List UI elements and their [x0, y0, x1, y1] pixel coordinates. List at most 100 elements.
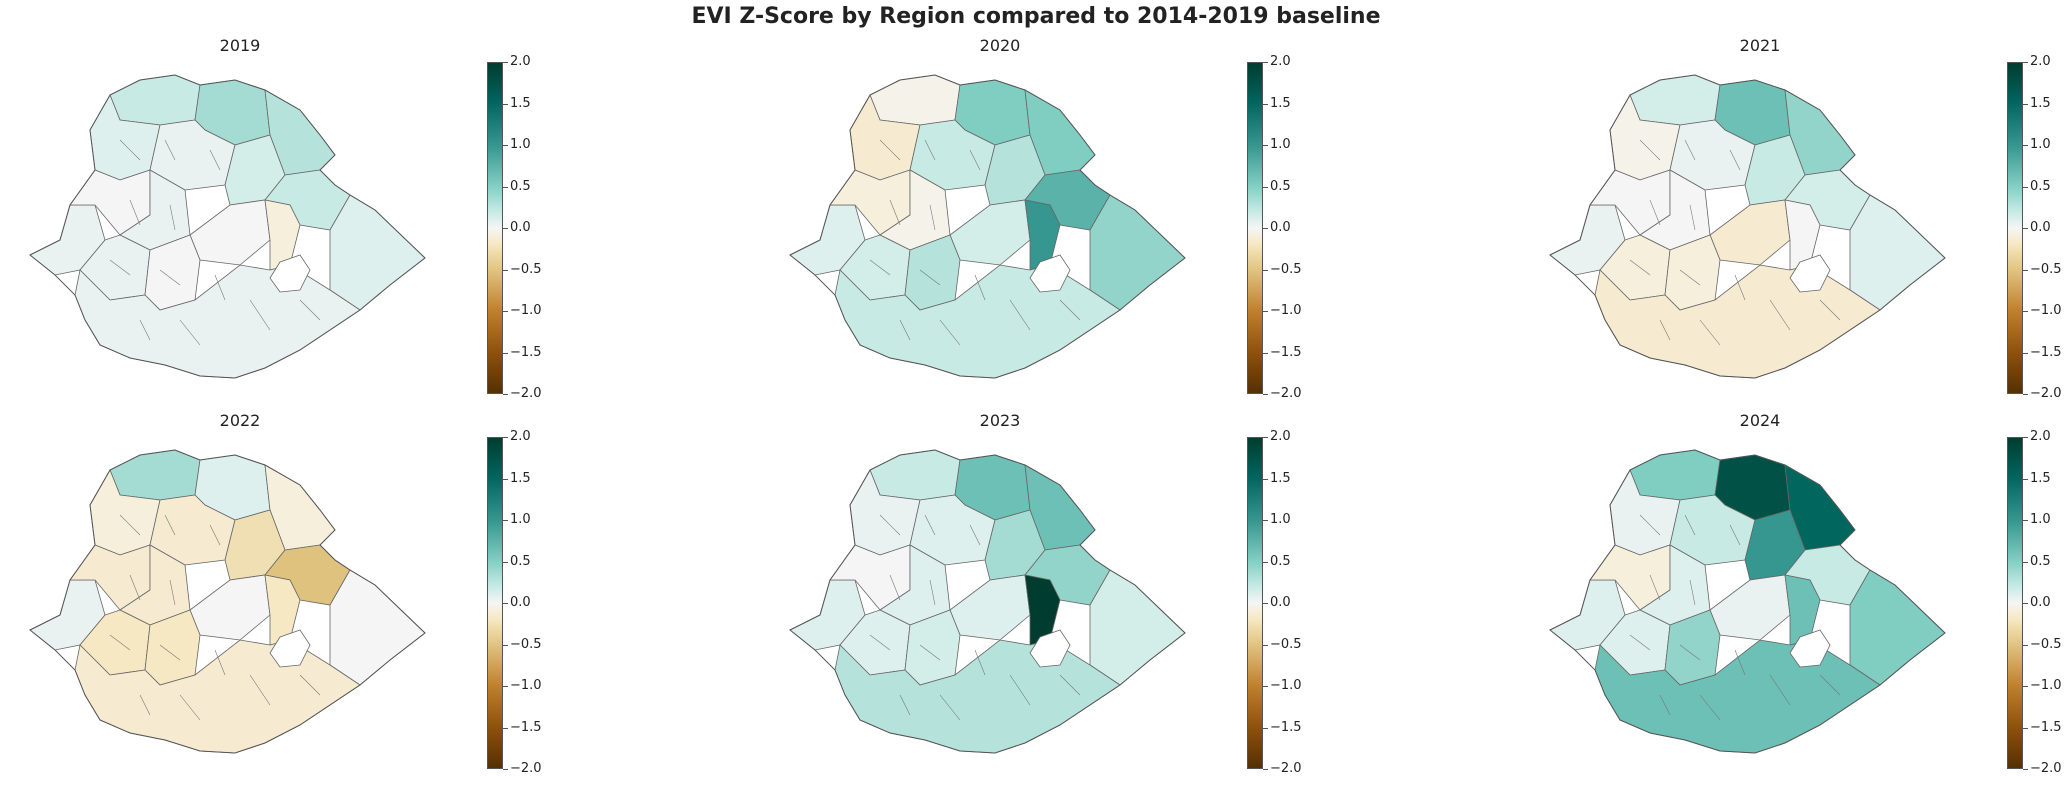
map-panel-2019: 2019 2.0 1.5 1.0 0.5 0.0 −0.5 −1.0 −1.5 −2.0 [0, 0, 560, 401]
colorbar-tick-mark [2023, 520, 2028, 521]
colorbar-tick-mark [2023, 478, 2028, 480]
region-r2 [1629, 74, 1721, 126]
no-data-region [1789, 629, 1831, 668]
colorbar-tick-mark [2023, 727, 2028, 729]
colorbar-tick-label: −1.0 [510, 303, 542, 318]
country-outline [1549, 74, 1946, 379]
map-panel-2023: 2023 2.0 1.5 1.0 0.5 0.0 −0.5 −1.0 −1.5 −2.0 [760, 375, 1320, 776]
region-r2 [869, 449, 961, 501]
panel-title: 2024 [1739, 411, 1781, 430]
colorbar [487, 437, 503, 769]
map-panel-2020: 2020 2.0 1.5 1.0 0.5 0.0 −0.5 −1.0 −1.5 −2.0 [760, 0, 1320, 401]
panel-title: 2021 [1739, 36, 1781, 55]
colorbar-tick-mark [2023, 686, 2028, 687]
region-r12 [1709, 574, 1791, 641]
panel-title: 2022 [219, 411, 261, 430]
colorbar-tick-label: −1.0 [1270, 678, 1302, 693]
colorbar-tick-mark [1263, 145, 1268, 146]
colorbar-tick-label: −1.5 [2030, 344, 2062, 360]
colorbar-tick-mark [503, 186, 508, 188]
country-outline [1549, 449, 1946, 754]
colorbar-tick-label: −2.0 [510, 761, 542, 776]
colorbar [2007, 62, 2023, 394]
colorbar-tick-label: −0.5 [510, 636, 542, 652]
colorbar-tick-mark [2023, 269, 2028, 271]
choropleth-map [789, 74, 1186, 379]
colorbar [487, 62, 503, 394]
colorbar-tick-mark [503, 561, 508, 563]
region-r2 [109, 74, 201, 126]
colorbar-tick-label: 1.0 [2030, 137, 2051, 152]
colorbar-tick-mark [503, 269, 508, 271]
colorbar-tick-label: 1.5 [2030, 95, 2051, 111]
colorbar [2007, 437, 2023, 769]
panel-title: 2023 [979, 411, 1021, 430]
district-boundaries [869, 139, 1081, 346]
choropleth-map [789, 449, 1186, 754]
colorbar-tick-label: 0.5 [510, 178, 531, 194]
district-boundaries [109, 514, 321, 721]
map-panel-2024: 2024 2.0 1.5 1.0 0.5 0.0 −0.5 −1.0 −1.5 −2.0 [1520, 375, 2072, 776]
colorbar-tick-mark [503, 145, 508, 146]
colorbar-tick-label: −1.0 [2030, 303, 2062, 318]
colorbar-tick-label: 1.0 [510, 512, 531, 527]
colorbar-tick-label: −0.5 [2030, 636, 2062, 652]
colorbar-tick-label: 1.0 [2030, 512, 2051, 527]
colorbar-tick-mark [503, 478, 508, 480]
colorbar-tick-mark [2023, 352, 2028, 354]
colorbar-tick-label: 0.5 [510, 553, 531, 569]
district-boundaries [1629, 139, 1841, 346]
colorbar-tick-mark [1263, 561, 1268, 563]
colorbar-tick-mark [503, 686, 508, 687]
colorbar-tick-label: 1.5 [1270, 95, 1291, 111]
colorbar-tick-label: 0.0 [510, 220, 531, 235]
colorbar-tick-label: 2.0 [510, 54, 531, 69]
colorbar-tick-label: 0.5 [1270, 178, 1291, 194]
colorbar-tick-label: 1.0 [1270, 137, 1291, 152]
panel-title: 2020 [979, 36, 1021, 55]
colorbar-tick-mark [503, 228, 508, 229]
colorbar-tick-mark [2023, 62, 2028, 63]
district-boundaries [1629, 514, 1841, 721]
colorbar-tick-label: −0.5 [2030, 261, 2062, 277]
colorbar-tick-mark [1263, 769, 1268, 770]
colorbar-tick-mark [503, 603, 508, 604]
colorbar-tick-mark [1263, 520, 1268, 521]
colorbar-tick-label: −2.0 [1270, 386, 1302, 401]
choropleth-map [29, 449, 426, 754]
colorbar-tick-mark [1263, 644, 1268, 646]
colorbar-tick-label: −1.5 [2030, 719, 2062, 735]
choropleth-map [29, 74, 426, 379]
colorbar-tick-mark [503, 644, 508, 646]
colorbar-tick-label: 1.5 [2030, 470, 2051, 486]
no-data-region [269, 254, 311, 293]
panel-title: 2019 [219, 36, 261, 55]
colorbar-tick-mark [503, 437, 508, 438]
region-r2 [109, 449, 201, 501]
colorbar-tick-mark [2023, 394, 2028, 395]
colorbar-tick-label: 0.0 [1270, 595, 1291, 610]
figure-title: EVI Z-Score by Region compared to 2014-2… [691, 4, 1381, 29]
colorbar-tick-label: 2.0 [510, 429, 531, 444]
colorbar-tick-label: −2.0 [1270, 761, 1302, 776]
colorbar-tick-mark [1263, 103, 1268, 105]
colorbar-tick-mark [2023, 769, 2028, 770]
colorbar-tick-mark [2023, 228, 2028, 229]
colorbar-tick-label: 2.0 [1270, 429, 1291, 444]
district-boundaries [109, 139, 321, 346]
colorbar-tick-mark [1263, 269, 1268, 271]
colorbar-tick-mark [2023, 561, 2028, 563]
colorbar-tick-label: 1.5 [510, 95, 531, 111]
no-data-region [269, 629, 311, 668]
colorbar-tick-mark [503, 352, 508, 354]
colorbar-tick-label: 1.0 [1270, 512, 1291, 527]
colorbar-tick-mark [2023, 437, 2028, 438]
colorbar-tick-mark [503, 103, 508, 105]
colorbar-tick-label: 0.0 [1270, 220, 1291, 235]
colorbar-tick-mark [1263, 686, 1268, 687]
colorbar-tick-mark [503, 394, 508, 395]
colorbar-tick-mark [1263, 394, 1268, 395]
region-r12 [189, 574, 271, 641]
colorbar-tick-mark [1263, 478, 1268, 480]
